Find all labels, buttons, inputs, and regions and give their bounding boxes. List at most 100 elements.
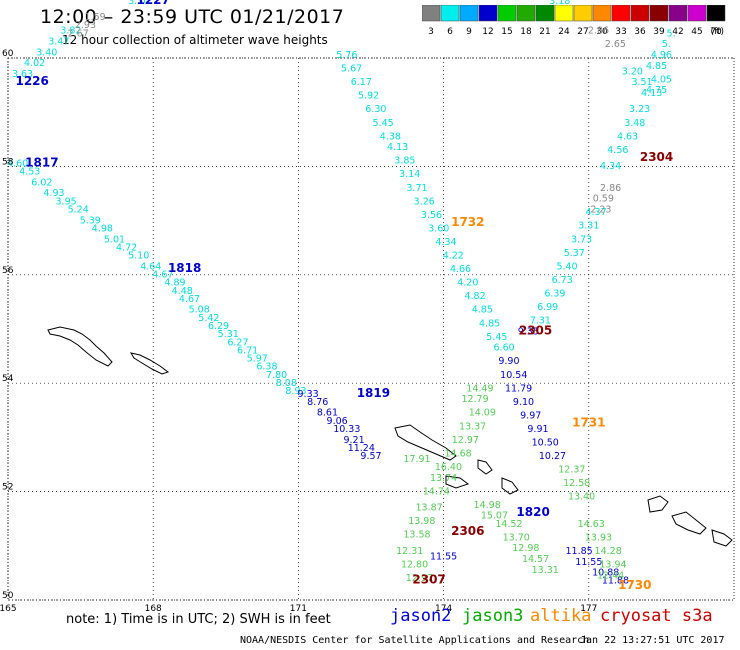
wave-height-value: 5.10	[128, 251, 149, 262]
wave-height-value: 3.51	[631, 77, 652, 88]
wave-height-value: 9.57	[360, 451, 381, 462]
lat-tick-label: 60	[2, 49, 14, 59]
wave-height-value: 11.88	[602, 576, 629, 587]
legend-bin-label: 70	[710, 27, 722, 37]
wave-height-value: 4.82	[464, 291, 485, 302]
wave-height-value: 3.82	[60, 26, 81, 37]
pass-time-label: 2304	[640, 150, 673, 164]
coastline	[394, 424, 457, 461]
wave-height-value: 14.57	[522, 554, 549, 565]
legend-bin: 21	[535, 5, 555, 37]
wave-height-value: 6.02	[31, 177, 52, 188]
wave-height-value: 3.73	[571, 234, 592, 245]
wave-height-value: 3.56	[421, 210, 442, 221]
wave-height-value: 1.59	[85, 12, 106, 23]
wave-height-value: 9.91	[527, 424, 548, 435]
wave-height-value: 8.76	[307, 397, 328, 408]
pass-time-label: 1227	[136, 0, 169, 7]
wave-height-value: 5.31	[218, 329, 239, 340]
page-subtitle: 12 hour collection of altimeter wave hei…	[62, 33, 328, 47]
wave-height-value: 14.98	[474, 500, 501, 511]
wave-height-value: 2.23	[590, 204, 611, 215]
coastline	[647, 495, 669, 513]
wave-height-value: 4.53	[19, 167, 40, 178]
wave-height-value: 5.45	[373, 118, 394, 129]
legend-bin-label: 12	[482, 27, 493, 37]
lon-tick-label: 168	[145, 604, 162, 614]
wave-height-value: 9.35	[518, 326, 539, 337]
wave-height-value: 4.13	[641, 88, 662, 99]
wave-height-value: 4.20	[457, 278, 478, 289]
legend-bin: 15	[497, 5, 517, 37]
coastline	[501, 477, 519, 495]
wave-height-value: 3.48	[624, 118, 645, 129]
wave-height-value: 4.02	[24, 58, 45, 69]
wave-height-value: 8.61	[317, 408, 338, 419]
wave-height-value: 9.10	[513, 397, 534, 408]
wave-height-value: 12.37	[558, 465, 585, 476]
wave-height-value: 12.44	[597, 570, 624, 581]
legend-bin-label: 18	[520, 27, 532, 37]
wave-height-value: 5.67	[341, 64, 362, 75]
wave-height-value: 13.98	[408, 516, 435, 527]
pass-time-label: 2305	[519, 323, 552, 337]
wave-height-value: 3.30	[128, 0, 149, 7]
wave-height-value: 6.73	[552, 275, 573, 286]
wave-height-value: 4.05	[651, 74, 672, 85]
coastline	[477, 459, 493, 475]
wave-height-value: 3.40	[36, 47, 57, 58]
wave-height-value: 10.27	[539, 451, 566, 462]
track-jason2: 3.634.023.403.473.823.303.29	[12, 0, 149, 80]
wave-height-value: 4.98	[92, 223, 113, 234]
legend-bin: 12	[478, 5, 498, 37]
wave-height-value: 13.74	[430, 473, 457, 484]
wave-height-value: 4.56	[607, 145, 628, 156]
wave-height-value: 4.85	[472, 305, 493, 316]
wave-height-value: 6.71	[237, 345, 258, 356]
wave-height-value: 5.37	[564, 248, 585, 259]
wave-height-value: 2.67	[68, 28, 89, 39]
wave-height-value: 11.24	[348, 443, 375, 454]
credit-line: NOAA/NESDIS Center for Satellite Applica…	[240, 635, 590, 646]
pass-time-label: 1819	[357, 386, 390, 400]
coastline	[711, 529, 733, 547]
wave-height-value: 9.90	[498, 356, 519, 367]
wave-height-value: 14.28	[595, 546, 622, 557]
wave-height-value: 11.55	[575, 557, 602, 568]
pass-time-label: 1732	[451, 215, 484, 229]
wave-height-value: 4.48	[172, 286, 193, 297]
legend-bin: 42	[668, 5, 688, 37]
wave-height-value: 5.40	[556, 261, 577, 272]
wave-height-value: 4.63	[617, 131, 638, 142]
lon-tick-label: 177	[580, 604, 597, 614]
wave-height-value: 5.42	[198, 313, 219, 324]
wave-height-value: 9.06	[327, 416, 348, 427]
lat-tick-label: 56	[2, 266, 14, 276]
legend-bin: 45	[687, 5, 707, 37]
legend-bin-label: 36	[634, 27, 646, 37]
wave-height-value: 4.37	[585, 207, 606, 218]
lat-tick-label: 58	[2, 157, 14, 167]
wave-height-value: 5.97	[247, 354, 268, 365]
lat-lon-grid	[7, 57, 735, 601]
wave-height-value: 3.60	[428, 223, 449, 234]
wave-height-value: 14.68	[445, 448, 472, 459]
wave-height-value: 5.92	[358, 91, 379, 102]
legend-bin-label: 6	[447, 27, 453, 37]
legend-bin: 33	[611, 5, 631, 37]
wave-height-value: 4.34	[600, 161, 621, 172]
lon-tick-label: 171	[290, 604, 307, 614]
legend-bin: 70	[706, 5, 726, 37]
color-scale-legend: 3 6 9 12 15 18 21 24 27 30 33 36 39 42 45 70(ft)	[422, 5, 726, 37]
legend-bin: 30	[592, 5, 612, 37]
wave-height-value: 13.31	[532, 565, 559, 576]
land-outlines	[47, 326, 733, 547]
wave-height-value: 2.93	[75, 20, 96, 31]
wave-height-value: 13.87	[415, 503, 442, 514]
wave-height-value: 17.91	[403, 454, 430, 465]
wave-height-value: 5.45	[486, 332, 507, 343]
track-jason2: 9.90 10.54 11.79 9.10 9.97 9.91 10.50 10.27	[498, 356, 566, 462]
